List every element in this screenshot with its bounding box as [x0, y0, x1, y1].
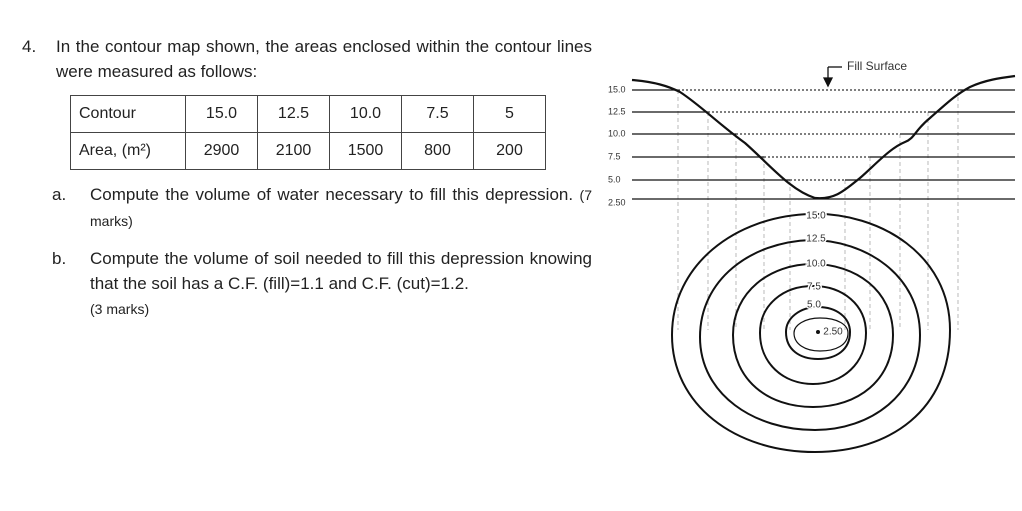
part-label: a. [52, 185, 67, 204]
contour-label: 10.0 [806, 259, 826, 270]
level-label: 2.50 [608, 197, 626, 207]
part-marks: (3 marks) [90, 301, 150, 317]
part-text: Compute the volume of soil needed to fil… [90, 246, 592, 322]
fill-levels [678, 89, 958, 181]
contour-label: 5.0 [807, 300, 821, 311]
fill-label: Fill Surface [847, 59, 907, 73]
projection-lines [677, 90, 959, 330]
part-body: Compute the volume of water necessary to… [90, 185, 574, 204]
part-body: Compute the volume of soil needed to fil… [90, 249, 592, 293]
cell: 5 [473, 95, 546, 133]
part-a: a. Compute the volume of water necessary… [52, 182, 592, 234]
question: 4. In the contour map shown, the areas e… [22, 34, 592, 84]
cell: 2100 [257, 132, 330, 170]
part-text: Compute the volume of water necessary to… [90, 182, 592, 234]
contour-label: 7.5 [807, 282, 821, 293]
cell: 7.5 [401, 95, 474, 133]
part-b: b. Compute the volume of soil needed to … [52, 246, 592, 322]
level-label: 5.0 [608, 174, 621, 184]
cell: Contour [70, 95, 186, 133]
cell: 10.0 [329, 95, 402, 133]
cell: 2900 [185, 132, 258, 170]
low-point [816, 330, 820, 334]
fill-arrow [822, 66, 842, 88]
ground-profile [631, 74, 1016, 200]
cell: 15.0 [185, 95, 258, 133]
table-row: Contour 15.0 12.5 10.0 7.5 5 [70, 95, 546, 133]
cell: Area, (m²) [70, 132, 186, 170]
contour-label: 15.0 [806, 211, 826, 222]
level-label: 10.0 [608, 128, 626, 138]
level-label: 7.5 [608, 151, 621, 161]
contours [670, 212, 952, 454]
cell: 1500 [329, 132, 402, 170]
part-marks: (7 marks) [90, 187, 592, 229]
section-lines [632, 89, 1015, 200]
level-label: 15.0 [608, 84, 626, 94]
contour-label: 12.5 [806, 234, 826, 245]
part-label: b. [52, 249, 67, 268]
question-text: In the contour map shown, the areas encl… [56, 37, 592, 81]
level-label: 12.5 [608, 106, 626, 116]
question-number: 4. [22, 37, 37, 56]
area-table: Contour 15.0 12.5 10.0 7.5 5 Area, (m²) … [70, 95, 546, 170]
contour-label: 2.50 [823, 327, 843, 338]
cell: 200 [473, 132, 546, 170]
table-row: Area, (m²) 2900 2100 1500 800 200 [70, 132, 546, 170]
